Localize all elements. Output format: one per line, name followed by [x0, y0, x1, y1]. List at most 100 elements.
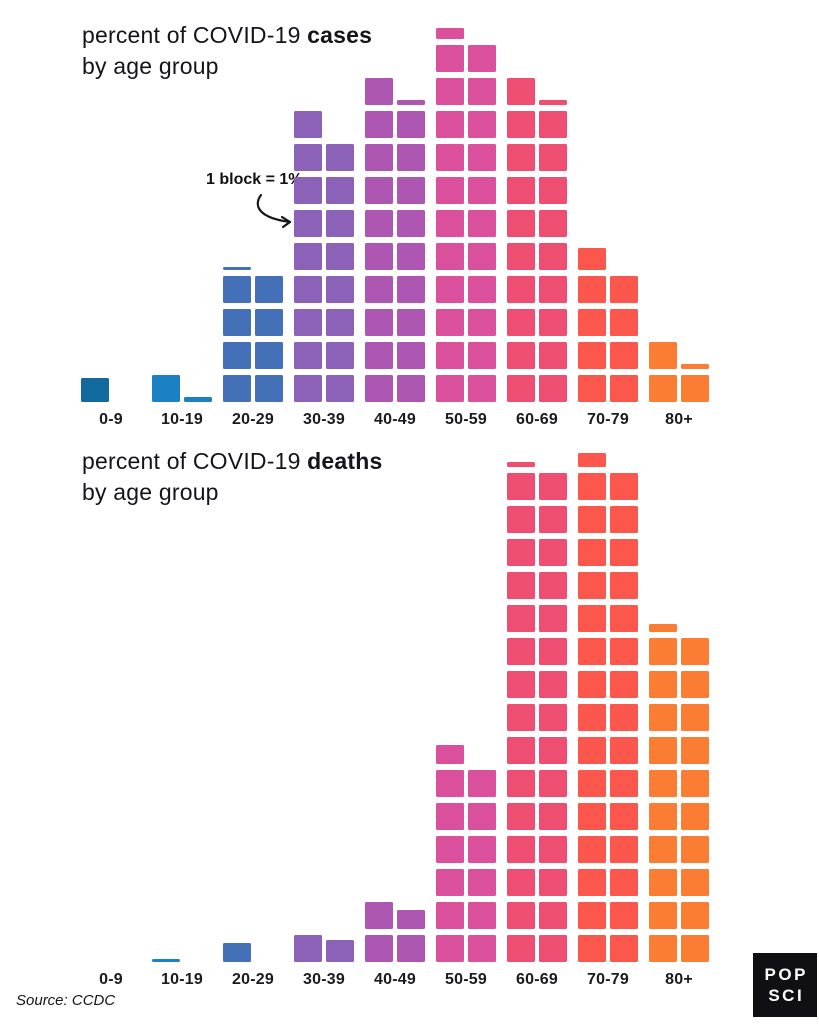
block	[578, 836, 606, 863]
deaths-title-line2: by age group	[82, 479, 219, 505]
block	[649, 342, 677, 369]
block	[507, 243, 535, 270]
block	[578, 276, 606, 303]
block	[681, 803, 709, 830]
curved-arrow-icon	[256, 193, 292, 229]
age-group-80+: 80+	[649, 453, 709, 989]
cases-waffle-chart: 0-9 10-19 20-29 30-39 40-49 50-59 60-69 70-79 80…	[81, 24, 709, 429]
block	[610, 638, 638, 665]
block	[539, 605, 567, 632]
block	[539, 803, 567, 830]
block-stacks-0-9	[81, 453, 141, 962]
block	[539, 276, 567, 303]
block-stack	[539, 100, 567, 402]
block	[436, 935, 464, 962]
block	[539, 869, 567, 896]
block	[468, 210, 496, 237]
age-group-10-19: 10-19	[152, 453, 212, 989]
block-stacks-60-69	[507, 453, 567, 962]
block	[507, 638, 535, 665]
block	[397, 243, 425, 270]
block	[223, 375, 251, 402]
block-stack	[578, 248, 606, 402]
block	[578, 902, 606, 929]
block	[578, 671, 606, 698]
block	[365, 342, 393, 369]
block	[610, 342, 638, 369]
partial-block	[184, 397, 212, 402]
block	[294, 309, 322, 336]
block	[610, 572, 638, 599]
block	[255, 276, 283, 303]
partial-block	[681, 364, 709, 369]
age-group-60-69: 60-69	[507, 24, 567, 429]
block	[578, 935, 606, 962]
block	[365, 375, 393, 402]
block	[578, 539, 606, 566]
block	[365, 177, 393, 204]
block	[507, 177, 535, 204]
block-stacks-40-49	[365, 453, 425, 962]
block	[326, 210, 354, 237]
block	[436, 111, 464, 138]
age-label: 80+	[665, 411, 693, 428]
block	[326, 375, 354, 402]
block	[507, 506, 535, 533]
block	[255, 342, 283, 369]
partial-block	[649, 624, 677, 632]
block	[578, 309, 606, 336]
block	[365, 309, 393, 336]
block-stack	[539, 473, 567, 962]
block-stack	[365, 78, 393, 402]
block	[539, 638, 567, 665]
cases-chart-title: percent of COVID-19 cases by age group	[82, 20, 372, 82]
block	[436, 836, 464, 863]
block	[539, 177, 567, 204]
block-stack	[610, 473, 638, 962]
block	[397, 342, 425, 369]
block	[507, 869, 535, 896]
partial-block	[223, 267, 251, 270]
block	[649, 375, 677, 402]
block	[365, 210, 393, 237]
block	[610, 737, 638, 764]
block-stacks-30-39	[294, 453, 354, 962]
age-label: 0-9	[99, 971, 123, 988]
block	[681, 869, 709, 896]
block	[539, 210, 567, 237]
block	[539, 902, 567, 929]
popsci-logo: POP SCI	[753, 953, 817, 1017]
block-stacks-70-79	[578, 453, 638, 962]
age-label: 60-69	[516, 971, 558, 988]
block	[468, 836, 496, 863]
block-stack	[507, 462, 535, 962]
block-stacks-10-19	[152, 453, 212, 962]
block	[436, 803, 464, 830]
block	[397, 210, 425, 237]
block-stacks-80+	[649, 453, 709, 962]
block	[539, 243, 567, 270]
block	[649, 803, 677, 830]
block	[468, 276, 496, 303]
block-stacks-30-39	[294, 24, 354, 402]
age-group-40-49: 40-49	[365, 24, 425, 429]
block	[681, 836, 709, 863]
block	[294, 375, 322, 402]
block-stacks-20-29	[223, 453, 283, 962]
block-stack	[365, 902, 393, 962]
block	[507, 902, 535, 929]
age-label: 30-39	[303, 411, 345, 428]
age-group-50-59: 50-59	[436, 24, 496, 429]
block	[610, 506, 638, 533]
block	[294, 111, 322, 138]
partial-block	[436, 745, 464, 764]
block	[681, 902, 709, 929]
partial-block	[436, 28, 464, 39]
age-group-80+: 80+	[649, 24, 709, 429]
block	[326, 309, 354, 336]
block	[649, 671, 677, 698]
block	[468, 243, 496, 270]
block	[539, 506, 567, 533]
block	[365, 78, 393, 105]
cases-title-prefix: percent of COVID-19	[82, 22, 308, 48]
